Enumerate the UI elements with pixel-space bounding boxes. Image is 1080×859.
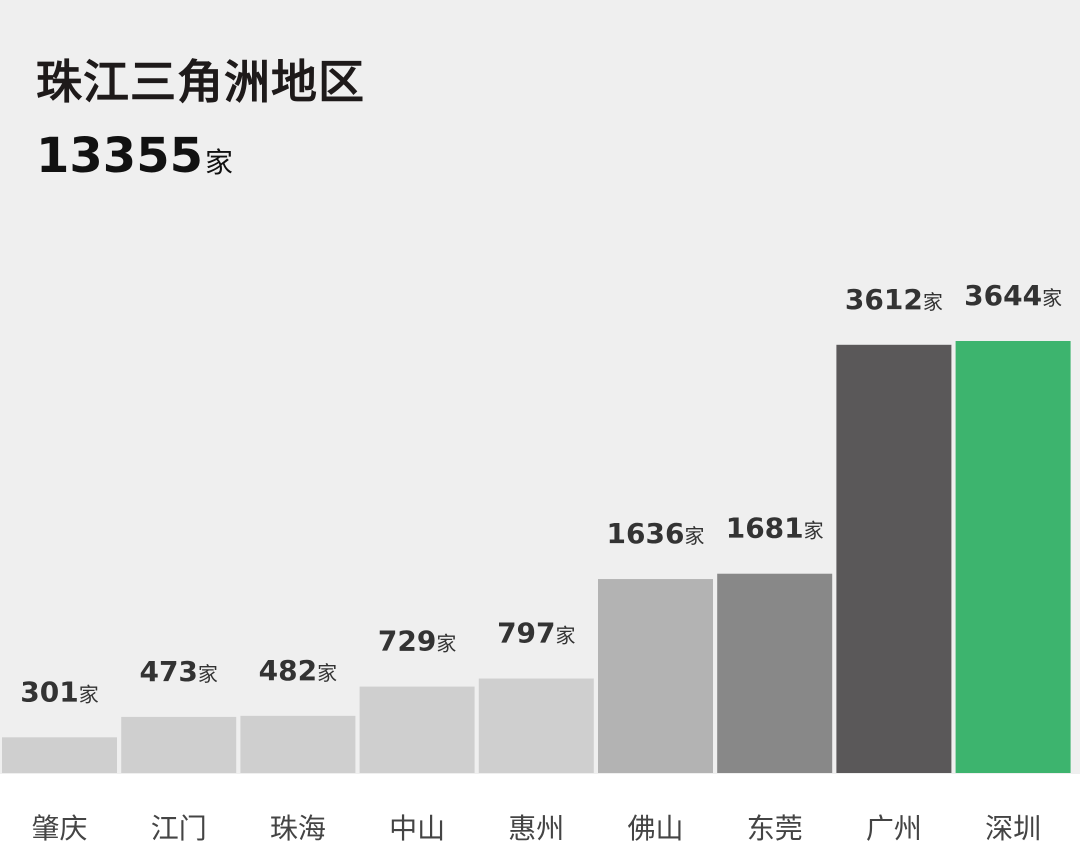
bar-广州	[836, 344, 952, 773]
category-label: 中山	[389, 812, 445, 845]
data-label: 3612家	[845, 283, 943, 316]
data-label: 301家	[20, 675, 98, 708]
bar-江门	[121, 716, 237, 773]
data-label: 473家	[139, 655, 217, 688]
bar-东莞	[717, 573, 833, 773]
data-label: 3644家	[964, 279, 1062, 312]
chart-title: 珠江三角洲地区	[36, 55, 365, 109]
bar-佛山	[598, 579, 713, 773]
category-label: 惠州	[508, 812, 564, 845]
bar-深圳	[955, 341, 1071, 773]
total-unit: 家	[205, 146, 234, 179]
bar-中山	[359, 686, 475, 773]
total-value: 13355	[36, 128, 203, 184]
data-label: 797家	[497, 617, 575, 650]
data-label: 1636家	[607, 517, 705, 550]
category-label: 江门	[151, 812, 207, 845]
category-label: 珠海	[270, 812, 326, 845]
category-label: 深圳	[985, 812, 1041, 845]
bar-珠海	[240, 715, 356, 773]
total-count: 13355家	[36, 128, 233, 184]
category-label: 东莞	[747, 812, 803, 845]
data-label: 729家	[378, 625, 456, 658]
bar-惠州	[478, 678, 594, 773]
category-label: 广州	[866, 812, 922, 845]
category-label: 佛山	[627, 812, 683, 845]
bar-肇庆	[2, 737, 117, 773]
category-label: 肇庆	[31, 812, 87, 845]
data-label: 482家	[259, 654, 337, 687]
data-label: 1681家	[726, 512, 824, 545]
